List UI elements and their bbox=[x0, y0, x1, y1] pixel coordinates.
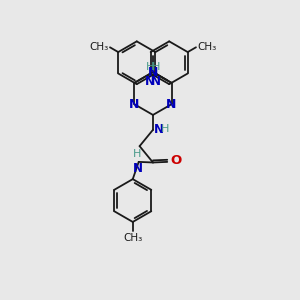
Text: N: N bbox=[145, 75, 155, 88]
Text: N: N bbox=[133, 163, 142, 176]
Text: N: N bbox=[166, 98, 177, 111]
Text: N: N bbox=[154, 123, 164, 136]
Text: N: N bbox=[148, 66, 158, 79]
Text: H: H bbox=[133, 149, 142, 159]
Text: CH₃: CH₃ bbox=[123, 233, 142, 243]
Text: H: H bbox=[152, 62, 160, 72]
Text: CH₃: CH₃ bbox=[89, 42, 109, 52]
Text: N: N bbox=[151, 75, 161, 88]
Text: H: H bbox=[146, 62, 154, 72]
Text: N: N bbox=[129, 98, 140, 111]
Text: CH₃: CH₃ bbox=[197, 42, 217, 52]
Text: O: O bbox=[170, 154, 182, 167]
Text: H: H bbox=[161, 124, 170, 134]
